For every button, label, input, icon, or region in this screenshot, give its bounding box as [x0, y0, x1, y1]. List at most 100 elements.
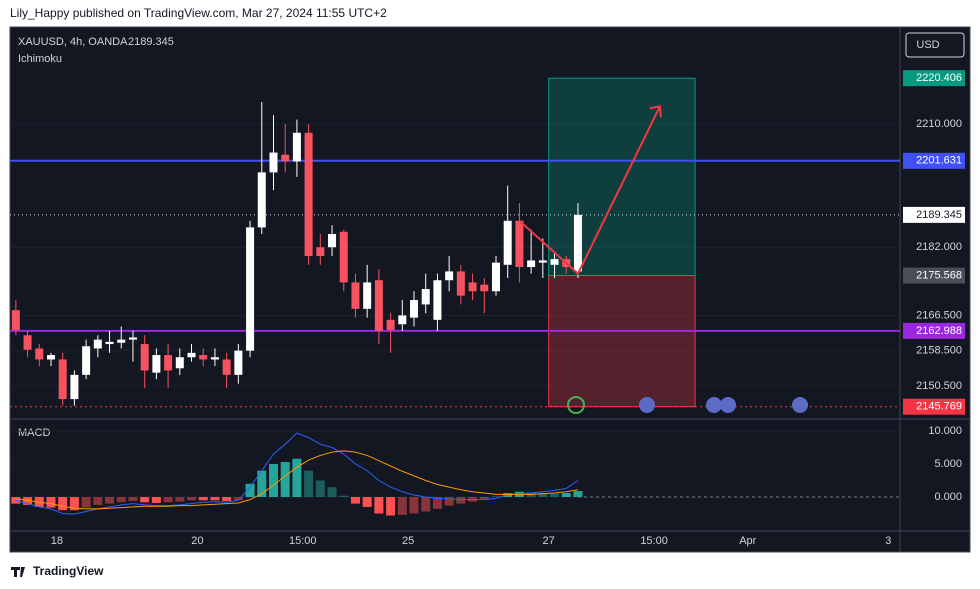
- price-tag-label: 2175.568: [916, 269, 962, 281]
- last-price: 2189.345: [128, 36, 174, 48]
- candle-body: [480, 284, 489, 292]
- candle-body: [175, 357, 184, 369]
- x-tick-label: 15:00: [640, 535, 668, 547]
- indicator: Ichimoku: [18, 53, 62, 65]
- event-icons: [567, 396, 808, 414]
- macd-bar: [46, 497, 56, 508]
- candle-body: [93, 339, 102, 349]
- macd-bar: [58, 497, 68, 511]
- macd-bar: [69, 497, 79, 511]
- candle-body: [281, 154, 290, 162]
- price-tag: [903, 206, 965, 223]
- candle-body: [503, 220, 512, 265]
- macd-bar: [409, 497, 419, 514]
- candle-body: [456, 271, 465, 296]
- y-tick-label: 0.000: [934, 491, 962, 503]
- macd-bar: [257, 470, 267, 498]
- price-tag: [903, 267, 965, 284]
- candle-body: [421, 289, 430, 305]
- macd-bar: [444, 497, 454, 506]
- macd-bar: [128, 497, 138, 501]
- candle-body: [316, 247, 325, 257]
- macd-bar: [350, 497, 360, 504]
- x-tick-label: 18: [51, 535, 63, 547]
- price-tag: [903, 152, 965, 169]
- candle-body: [82, 346, 91, 375]
- candle-body: [573, 214, 582, 272]
- x-tick-label: Apr: [739, 535, 756, 547]
- macd-bar: [315, 480, 325, 498]
- y-tick-label: 2182.000: [916, 241, 962, 253]
- candle-body: [269, 152, 278, 173]
- price-tag-label: 2162.988: [916, 325, 962, 337]
- candle-body: [234, 350, 243, 375]
- macd-bar: [23, 497, 33, 505]
- y-tick-label: 5.000: [934, 458, 962, 470]
- macd-bar: [386, 497, 396, 516]
- currency-button[interactable]: [905, 32, 965, 58]
- candle-body: [292, 132, 301, 162]
- macd-bar: [222, 497, 232, 501]
- macd-bar: [105, 497, 115, 504]
- macd-bar: [151, 497, 161, 503]
- candle-body: [35, 348, 44, 360]
- candle-body: [199, 355, 208, 360]
- candle-body: [304, 132, 313, 257]
- macd-bar: [362, 497, 372, 507]
- macd-bar: [268, 464, 278, 498]
- macd-bar: [140, 497, 150, 503]
- macd-bar: [245, 483, 255, 498]
- price-tag-label: 2201.631: [916, 155, 962, 167]
- macd-bar: [503, 493, 513, 498]
- macd-bar: [561, 493, 571, 498]
- candle-body: [374, 280, 383, 331]
- price-tag: [903, 398, 965, 415]
- macd-bar: [573, 491, 583, 498]
- macd-title: MACD: [18, 427, 50, 439]
- candle-body: [117, 339, 126, 343]
- candle-body: [363, 282, 372, 309]
- macd-bar: [421, 497, 431, 512]
- x-tick-label: 25: [402, 535, 414, 547]
- macd-bar: [163, 497, 173, 503]
- y-tick-label: 2150.500: [916, 380, 962, 392]
- macd-bar: [456, 497, 466, 504]
- header: Lily_Happy published on TradingView.com,…: [10, 6, 387, 20]
- macd-bar: [304, 470, 314, 498]
- macd-bar: [479, 497, 489, 499]
- x-tick-label: 3: [885, 535, 891, 547]
- candle-body: [140, 344, 149, 371]
- candle-body: [351, 282, 360, 309]
- currency[interactable]: USD: [916, 39, 939, 51]
- macd-bar: [198, 497, 208, 501]
- candle-body: [58, 359, 67, 400]
- y-tick-label: 2166.500: [916, 309, 962, 321]
- macd-bar: [339, 495, 349, 498]
- candle-body: [246, 227, 255, 351]
- candle-body: [527, 260, 536, 268]
- candle-body: [222, 359, 231, 375]
- price-tag: [903, 322, 965, 339]
- candle-body: [210, 357, 219, 360]
- y-tick-label: 10.000: [928, 425, 962, 437]
- candle-body: [11, 310, 20, 330]
- macd-bar: [187, 497, 197, 501]
- y-tick-label: 2210.000: [916, 118, 962, 130]
- candle-body: [386, 319, 395, 330]
- macd-bar: [233, 497, 243, 501]
- candle-body: [164, 355, 173, 371]
- macd-bar: [374, 497, 384, 514]
- candle-body: [491, 262, 500, 292]
- candle-body: [46, 355, 55, 360]
- macd-bar: [116, 497, 126, 503]
- candle-body: [433, 280, 442, 320]
- macd-bar: [538, 493, 548, 498]
- macd-bar: [491, 496, 501, 498]
- candle-body: [398, 315, 407, 325]
- target-zone: [548, 77, 696, 277]
- macd-bar: [175, 497, 185, 502]
- stop-zone: [548, 275, 696, 408]
- candle-body: [105, 341, 114, 345]
- footer-logo: [11, 567, 25, 577]
